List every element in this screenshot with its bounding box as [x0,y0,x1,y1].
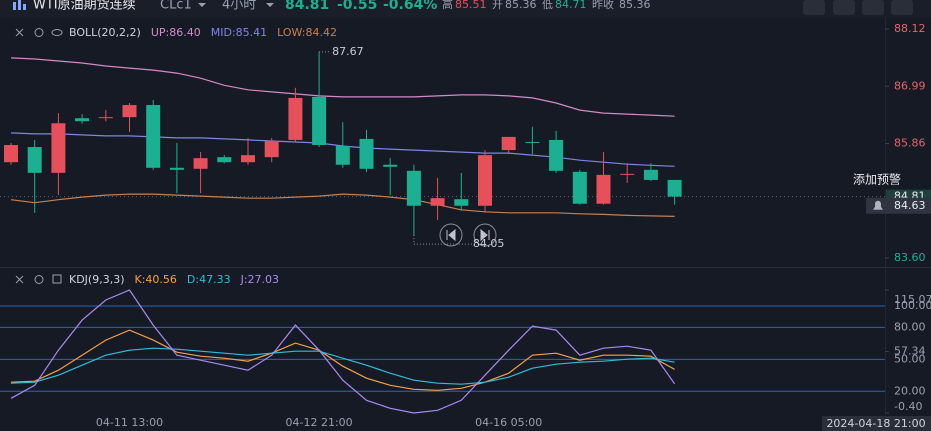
symbol-icon [13,0,26,10]
candle-body [359,138,374,169]
y-tick-label: 57.34 [894,344,926,357]
symbol-title: WTI原油期货连续 [33,0,136,13]
dropdown-arrow[interactable] [198,3,206,7]
y-tick-label: -0.40 [894,400,922,413]
candle-body [98,117,113,119]
high-label: 高 [442,0,453,11]
y-tick-label: 115.07 [894,293,931,306]
candle-body [335,146,350,165]
candle-body [146,105,161,168]
tool-button[interactable] [891,0,913,15]
candle-body [383,164,398,167]
low-marker-label: 84.05 [473,237,505,250]
candle-body [430,198,445,206]
candle-body [643,169,658,180]
y-tick-label: 83.60 [894,251,926,264]
open-value: 85.36 [505,0,537,11]
legend-entry: J:27.03 [240,273,279,286]
y-tick-label: 20.00 [894,384,926,397]
symbol-code[interactable]: CLc1 [160,0,192,13]
tool-button[interactable] [803,0,825,15]
candle-body [4,145,18,163]
candle-body [27,147,42,173]
candle-body [193,158,208,169]
candle-body [525,141,540,143]
add-alert-button[interactable] [848,170,910,189]
x-tick-label: 04-12 21:00 [286,416,353,429]
candle-body [51,123,66,173]
open-label: 开 [492,0,503,11]
indicator-line [10,193,675,217]
y-tick-label: 100.00 [894,299,931,312]
legend-icons [15,28,63,284]
x-tick-label: 04-16 05:00 [475,416,542,429]
candle-body [169,167,184,170]
low-label: 低 [542,0,553,11]
alert-price-label: 84.63 [894,199,926,212]
header-bar [0,0,931,18]
candle-body [288,97,303,140]
low-value: 84.71 [555,0,587,11]
y-tick-label: 88.12 [894,22,926,35]
candle-body [241,155,255,163]
interval[interactable]: 4小时 [222,0,256,13]
nav-buttons [439,223,497,247]
cursor-time-box [822,416,931,431]
candle-body [75,118,90,122]
candle-body [406,170,421,206]
tool-button[interactable] [862,0,884,15]
candle-body [478,155,492,206]
candle-body [572,171,587,204]
last-price: 84.81 [285,0,329,13]
legend-entry: LOW:84.42 [277,26,337,39]
legend-entry: MID:85.41 [211,26,267,39]
candle-body [620,173,635,175]
change: -0.55 [337,0,377,13]
candle-body [667,179,682,197]
cursor-time: 2024-04-18 21:00 [826,417,925,430]
candle-body [264,140,279,158]
indicator-line [10,289,676,414]
indicator-line [10,329,675,391]
high-value: 85.51 [455,0,487,11]
indicator-label: BOLL(20,2,2) [69,26,141,39]
y-tick-label: 50.00 [894,352,926,365]
x-tick-label: 04-11 13:00 [96,416,163,429]
prev-label: 昨收 [592,0,614,11]
y-tick-label: 86.99 [894,79,926,92]
y-tick-label: 80.00 [894,320,926,333]
candle-body [501,136,516,151]
candle-body [312,96,327,146]
y-tick-label: 85.86 [894,136,926,149]
candle-body [549,139,564,171]
change-pct: -0.64% [383,0,437,13]
indicator-label: KDJ(9,3,3) [69,273,125,286]
prev-value: 85.36 [619,0,651,11]
toolbar [803,0,913,15]
legend-entry: UP:86.40 [151,26,201,39]
high-marker-label: 87.67 [332,45,364,58]
bell-icon [873,200,883,210]
candle-body [217,157,232,163]
low-marker [413,235,472,245]
indicator-line [10,57,675,117]
dropdown-arrow[interactable] [266,3,274,7]
legend-entry: D:47.33 [187,273,231,286]
candle-body [596,174,611,204]
add-alert-label: 添加预警 [853,171,901,186]
tool-button[interactable] [833,0,855,15]
candle-body [122,105,137,118]
legend-entry: K:40.56 [135,273,177,286]
candle-body [454,199,469,206]
indicator-line [10,347,675,385]
